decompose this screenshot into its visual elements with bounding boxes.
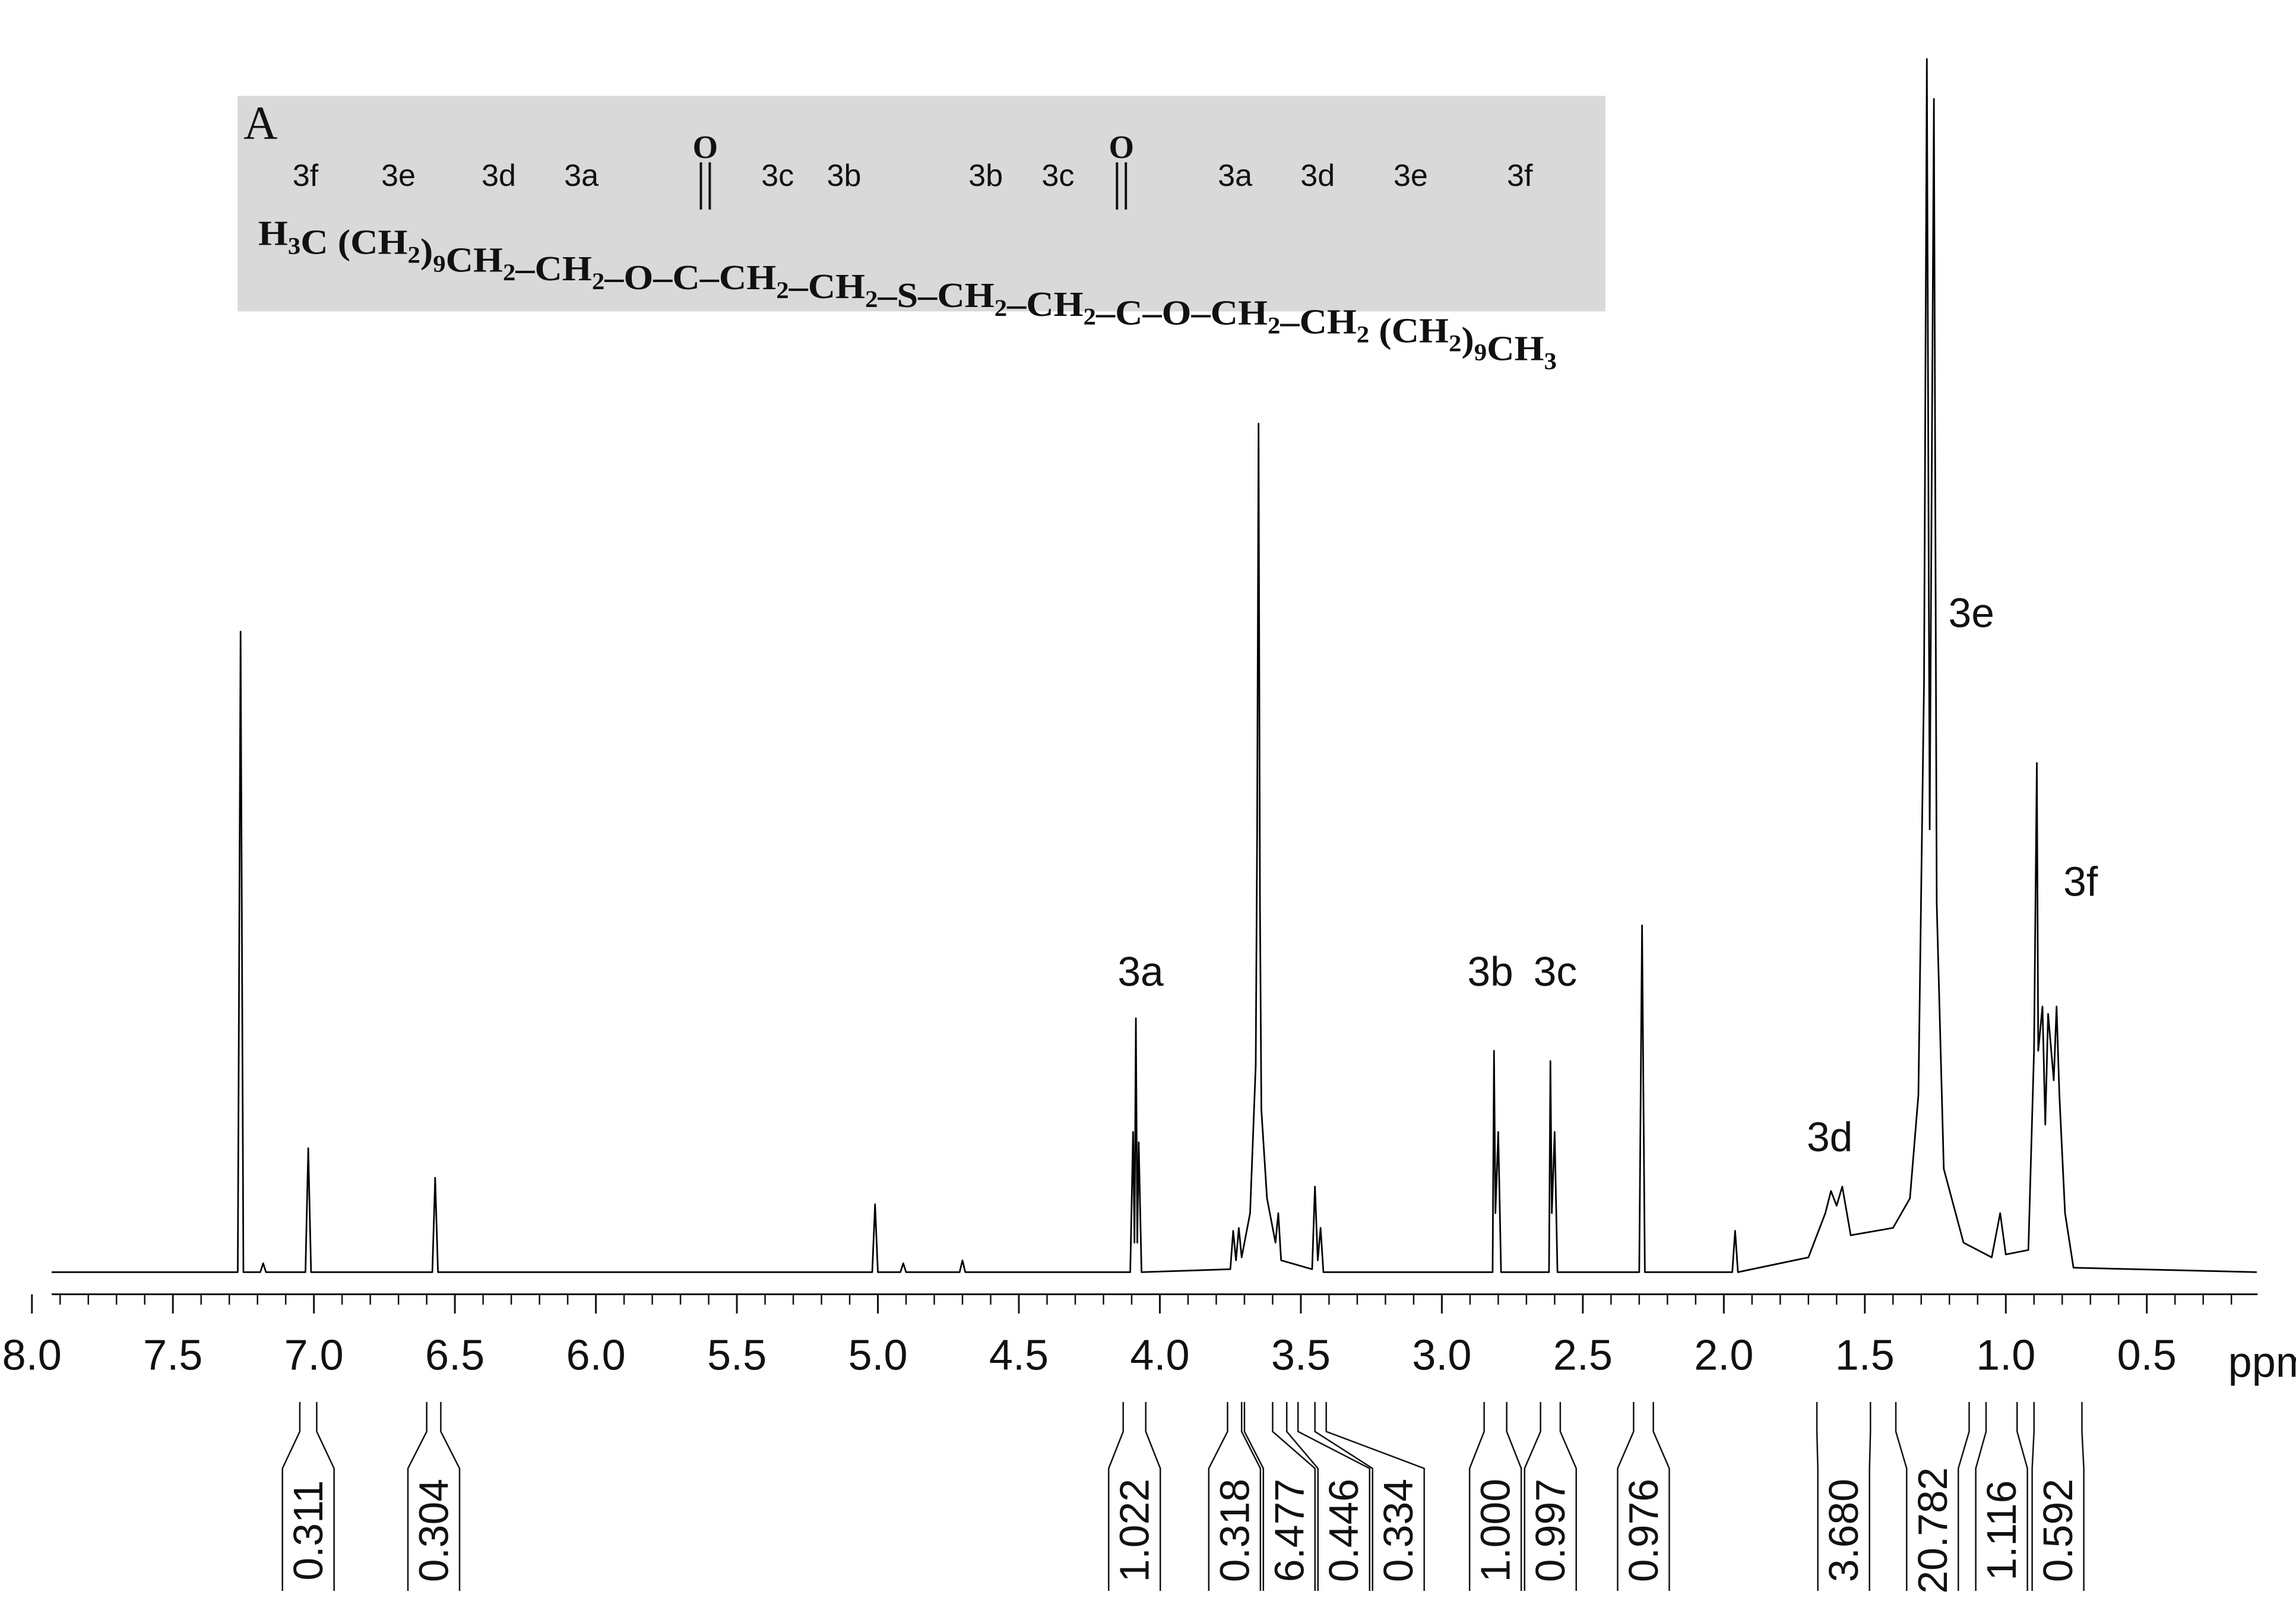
integral-label: 20.782 (1909, 1467, 1956, 1594)
x-tick-label: 3.5 (1271, 1331, 1331, 1379)
integral-bracket (1107, 1401, 1161, 1591)
x-tick-label: 4.0 (1130, 1331, 1189, 1379)
integral-label: 0.334 (1375, 1479, 1421, 1582)
formula-subscript: 3 (288, 233, 300, 259)
integral-label: 1.000 (1472, 1479, 1519, 1582)
integral-label: 6.477 (1266, 1479, 1312, 1582)
group-label: 3c (1041, 159, 1074, 193)
x-tick-label: 8.0 (2, 1331, 62, 1379)
formula-part: ) (1461, 319, 1474, 359)
peak-label: 3e (1949, 590, 1994, 636)
group-label: 3f (1507, 159, 1533, 193)
formula-subscript: 9 (433, 251, 445, 277)
formula-part: (CH (1369, 311, 1449, 350)
formula-part: C (CH (300, 222, 407, 261)
formula-subscript: 2 (776, 277, 788, 303)
integral-label: 0.446 (1320, 1479, 1367, 1582)
integral-label: 0.318 (1211, 1479, 1258, 1582)
formula-subscript: 9 (1474, 339, 1487, 365)
group-label: 3a (564, 159, 599, 193)
formula-part: CH (446, 240, 503, 279)
integral-bracket (1243, 1401, 1316, 1591)
formula-subscript: 2 (1084, 304, 1096, 330)
group-label: 3e (381, 159, 416, 193)
carbonyl-oxygen: O (1109, 129, 1135, 165)
integral-bracket (407, 1401, 461, 1591)
integral-bracket (1208, 1401, 1262, 1591)
formula-subscript: 2 (1449, 330, 1461, 356)
group-label: 3f (293, 159, 319, 193)
group-label: 3c (761, 159, 794, 193)
integral-bracket (1816, 1401, 1871, 1591)
x-tick-label: 1.0 (1976, 1331, 2035, 1379)
x-tick-label: 6.5 (425, 1331, 484, 1379)
formula-part: ) (420, 231, 433, 270)
group-label: 3b (968, 159, 1003, 193)
x-tick-label: 7.5 (143, 1331, 202, 1379)
peak-label: 3d (1807, 1113, 1852, 1160)
formula-part: –CH (515, 249, 592, 288)
integral-bracket (1468, 1401, 1522, 1591)
group-label: 3b (827, 159, 862, 193)
peak-label: 3c (1534, 948, 1577, 995)
carbonyl-oxygen: O (693, 129, 718, 165)
formula-part: –S–CH (877, 276, 994, 315)
integral-label: 0.311 (285, 1480, 331, 1581)
integral-label: 3.680 (1820, 1479, 1867, 1582)
structure-panel (237, 96, 1605, 312)
formula-subscript: 2 (995, 295, 1007, 321)
peak-label: 3b (1467, 948, 1513, 995)
group-label: 3d (1300, 159, 1335, 193)
formula-part: –CH (1006, 284, 1084, 324)
formula-part: –CH (1280, 302, 1357, 341)
formula-part: –C–O–CH (1095, 293, 1268, 333)
x-tick-label: 5.0 (848, 1331, 907, 1379)
integral-bracket (1895, 1401, 1970, 1591)
integral-label: 1.022 (1111, 1479, 1158, 1582)
panel-label: A (243, 97, 277, 150)
integral-bracket (1617, 1401, 1670, 1591)
x-axis-label: ppm (2228, 1339, 2296, 1387)
integral-bracket (281, 1401, 335, 1591)
group-label: 3d (482, 159, 516, 193)
integral-bracket (2031, 1401, 2085, 1591)
group-label: 3e (1394, 159, 1428, 193)
formula-subscript: 2 (1268, 313, 1280, 339)
peak-label: 3f (2063, 859, 2098, 905)
formula-part: CH (1487, 328, 1544, 368)
group-label: 3a (1218, 159, 1253, 193)
spectrum-line (51, 58, 2257, 1273)
x-tick-label: 0.5 (2117, 1331, 2177, 1379)
formula-part: –CH (788, 267, 866, 306)
integral-bracket (1975, 1401, 2028, 1591)
formula-part: H (258, 214, 288, 253)
formula-subscript: 2 (407, 242, 420, 268)
integral-bracket (1314, 1401, 1425, 1591)
formula-subscript: 2 (503, 260, 515, 286)
x-tick-label: 4.5 (989, 1331, 1049, 1379)
x-tick-label: 1.5 (1835, 1331, 1895, 1379)
formula-subscript: 3 (1544, 348, 1556, 374)
integral-label: 0.976 (1620, 1479, 1667, 1582)
integral-bracket (1285, 1401, 1370, 1591)
x-tick-label: 3.0 (1412, 1331, 1471, 1379)
integral-label: 1.116 (1978, 1480, 2025, 1581)
x-tick-label: 2.5 (1553, 1331, 1613, 1379)
integral-bracket (1524, 1401, 1577, 1591)
formula: H 3C (CH 2)9CH 2–CH 2–O–C–CH 2–CH 2–S–CH 2–CH 2–… (258, 214, 1557, 375)
formula-subscript: 2 (1357, 322, 1369, 348)
formula-subscript: 2 (865, 286, 878, 312)
integral-label: 0.304 (411, 1479, 457, 1582)
x-tick-label: 2.0 (1694, 1331, 1753, 1379)
x-tick-label: 7.0 (284, 1331, 344, 1379)
peak-label: 3a (1117, 948, 1164, 995)
integral-label: 0.592 (2035, 1479, 2081, 1582)
integral-label: 0.997 (1527, 1479, 1573, 1582)
formula-subscript: 2 (592, 268, 604, 295)
x-tick-label: 5.5 (707, 1331, 767, 1379)
x-tick-label: 6.0 (566, 1331, 626, 1379)
formula-part: –O–C–CH (604, 258, 776, 297)
